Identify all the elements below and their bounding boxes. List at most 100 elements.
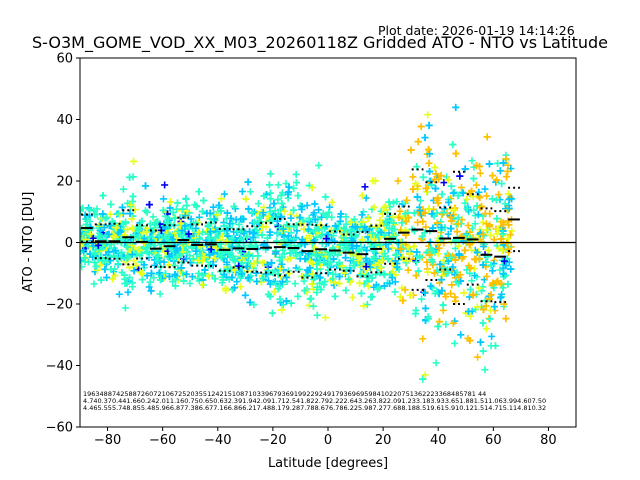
scatter-point bbox=[341, 225, 349, 233]
scatter-point bbox=[193, 202, 201, 210]
scatter-point bbox=[217, 253, 225, 261]
scatter-point bbox=[142, 182, 150, 190]
scatter-point bbox=[419, 335, 427, 343]
scatter-point bbox=[439, 209, 447, 217]
scatter-point bbox=[481, 185, 489, 193]
scatter-point bbox=[130, 157, 138, 165]
scatter-point bbox=[315, 206, 323, 214]
scatter-point bbox=[128, 215, 136, 223]
scatter-point bbox=[128, 197, 136, 205]
scatter-point bbox=[220, 190, 228, 198]
scatter-point bbox=[296, 202, 304, 210]
scatter-point bbox=[453, 228, 461, 236]
scatter-point bbox=[143, 272, 151, 280]
scatter-point bbox=[396, 207, 404, 215]
scatter-point bbox=[180, 277, 188, 285]
scatter-point bbox=[370, 203, 378, 211]
scatter-point bbox=[460, 289, 468, 297]
scatter-point bbox=[499, 247, 507, 255]
scatter-points bbox=[80, 103, 516, 383]
scatter-point bbox=[449, 319, 457, 327]
scatter-point bbox=[488, 332, 496, 340]
scatter-point bbox=[412, 310, 420, 318]
scatter-point bbox=[114, 260, 122, 268]
scatter-point bbox=[381, 250, 389, 258]
scatter-point bbox=[476, 194, 484, 202]
scatter-point bbox=[274, 230, 282, 238]
scatter-point bbox=[135, 226, 143, 234]
scatter-point bbox=[502, 315, 510, 323]
scatter-point bbox=[357, 289, 365, 297]
scatter-point bbox=[482, 226, 490, 234]
scatter-point bbox=[114, 210, 122, 218]
scatter-point bbox=[477, 338, 485, 346]
scatter-point bbox=[471, 220, 479, 228]
scatter-point bbox=[481, 366, 489, 374]
scatter-point bbox=[498, 290, 506, 298]
scatter-point bbox=[145, 283, 153, 291]
scatter-point bbox=[260, 240, 268, 248]
chart-title: S-O3M_GOME_VOD_XX_M03_20260118Z Gridded … bbox=[31, 33, 608, 52]
x-tick-label: 80 bbox=[540, 433, 557, 448]
scatter-point bbox=[101, 215, 109, 223]
scatter-point bbox=[356, 279, 364, 287]
scatter-point bbox=[118, 269, 126, 277]
scatter-point bbox=[156, 269, 164, 277]
scatter-point bbox=[424, 111, 432, 119]
scatter-point bbox=[130, 257, 138, 265]
scatter-point bbox=[484, 246, 492, 254]
scatter-point bbox=[420, 229, 428, 237]
scatter-point bbox=[416, 252, 424, 260]
scatter-point bbox=[195, 256, 203, 264]
scatter-point bbox=[281, 207, 289, 215]
scatter-point bbox=[466, 228, 474, 236]
scatter-point bbox=[126, 173, 134, 181]
scatter-point bbox=[364, 214, 372, 222]
scatter-point bbox=[496, 167, 504, 175]
scatter-point bbox=[473, 202, 481, 210]
scatter-point bbox=[470, 175, 478, 183]
scatter-point bbox=[480, 243, 488, 251]
scatter-point bbox=[241, 291, 249, 299]
x-tick-label: 20 bbox=[375, 433, 392, 448]
scatter-point bbox=[378, 256, 386, 264]
scatter-point bbox=[309, 285, 317, 293]
scatter-point bbox=[126, 263, 134, 271]
scatter-point bbox=[486, 315, 494, 323]
scatter-point bbox=[287, 214, 295, 222]
scatter-point bbox=[342, 239, 350, 247]
scatter-point bbox=[508, 227, 516, 235]
scatter-point bbox=[308, 240, 316, 248]
scatter-point bbox=[321, 314, 329, 322]
scatter-point bbox=[358, 211, 366, 219]
scatter-point bbox=[479, 347, 487, 355]
scatter-point bbox=[254, 252, 262, 260]
scatter-point bbox=[388, 244, 396, 252]
scatter-point bbox=[424, 268, 432, 276]
scatter-point bbox=[90, 280, 98, 288]
scatter-point bbox=[320, 281, 328, 289]
x-tick-label: −60 bbox=[149, 433, 176, 448]
scatter-point bbox=[474, 211, 482, 219]
scatter-point bbox=[274, 196, 282, 204]
scatter-point bbox=[474, 353, 482, 361]
x-tick-label: 60 bbox=[485, 433, 502, 448]
scatter-point bbox=[341, 270, 349, 278]
scatter-point bbox=[375, 284, 383, 292]
scatter-point bbox=[237, 283, 245, 291]
scatter-point bbox=[282, 180, 290, 188]
scatter-point bbox=[468, 246, 476, 254]
axis-ticks: −80 −60 −40 −20 0 20 40 60 80 −60 −40 −20 0 20 40 60 bbox=[46, 52, 557, 449]
scatter-point bbox=[266, 195, 274, 203]
scatter-point bbox=[233, 278, 241, 286]
scatter-point bbox=[291, 280, 299, 288]
scatter-point bbox=[425, 159, 433, 167]
scatter-point bbox=[444, 269, 452, 277]
y-tick-label: −20 bbox=[46, 298, 73, 313]
scatter-point bbox=[482, 302, 490, 310]
scatter-point bbox=[391, 278, 399, 286]
scatter-point bbox=[502, 262, 510, 270]
scatter-point bbox=[421, 371, 429, 379]
scatter-point bbox=[479, 218, 487, 226]
